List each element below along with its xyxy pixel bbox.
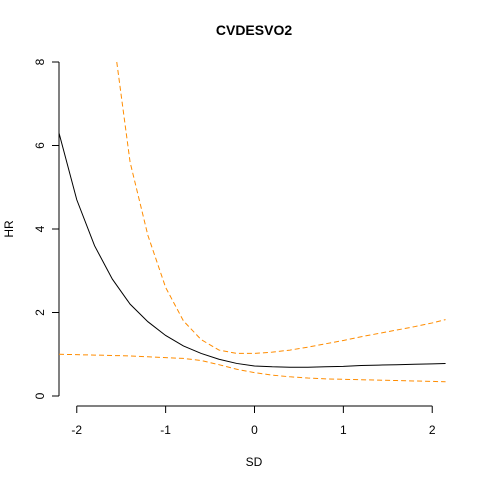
x-tick-label: -2 [71, 423, 82, 437]
chart-title: CVDESVO2 [216, 22, 292, 38]
series-line-estimate [58, 132, 446, 368]
x-axis-label: SD [246, 455, 263, 469]
x-tick-label: 1 [340, 423, 347, 437]
x-tick-label: -1 [160, 423, 171, 437]
series-layer [58, 61, 446, 383]
x-tick-label: 2 [429, 423, 436, 437]
x-tick-label: 0 [251, 423, 258, 437]
y-tick-label: 4 [33, 225, 47, 232]
y-tick-label: 6 [33, 142, 47, 149]
y-tick-label: 2 [33, 309, 47, 316]
y-tick-label: 8 [33, 58, 47, 65]
x-axis: -2 -1 0 1 2 [71, 405, 436, 437]
y-axis-label: HR [2, 220, 16, 238]
y-axis: 0 2 4 6 8 [33, 58, 60, 399]
series-line-upper-bound [116, 61, 446, 354]
y-tick-label: 0 [33, 392, 47, 399]
series-line-lower-bound [58, 353, 446, 383]
